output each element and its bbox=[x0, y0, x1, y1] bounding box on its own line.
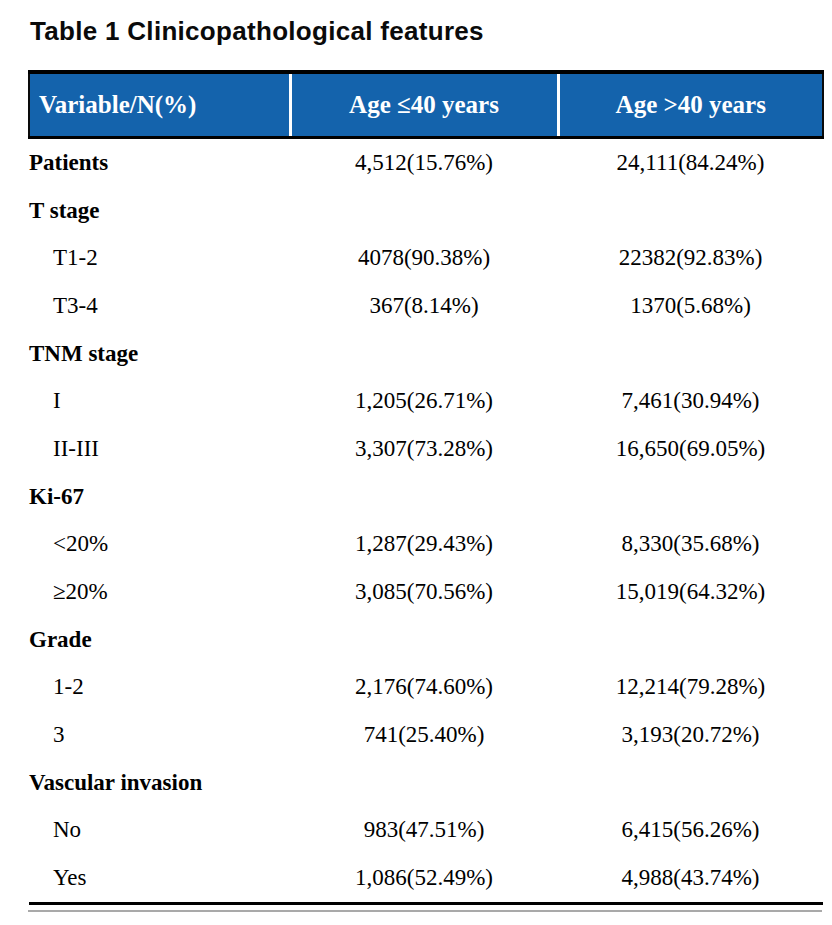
table-row: 1-22,176(74.60%)12,214(79.28%) bbox=[29, 664, 823, 712]
value-age-le40: 983(47.51%) bbox=[290, 807, 558, 855]
table-row: Vascular invasion bbox=[29, 759, 823, 807]
value-age-le40 bbox=[290, 330, 558, 378]
row-label: Patients bbox=[29, 138, 290, 187]
value-age-le40: 367(8.14%) bbox=[290, 282, 558, 330]
value-age-gt40 bbox=[558, 473, 823, 521]
value-age-gt40 bbox=[558, 330, 823, 378]
value-age-le40: 2,176(74.60%) bbox=[290, 664, 558, 712]
value-age-gt40: 3,193(20.72%) bbox=[558, 711, 823, 759]
value-age-gt40: 7,461(30.94%) bbox=[558, 377, 823, 425]
table-row: T3-4367(8.14%)1370(5.68%) bbox=[29, 282, 823, 330]
table-row: I1,205(26.71%)7,461(30.94%) bbox=[29, 377, 823, 425]
table-row: <20%1,287(29.43%)8,330(35.68%) bbox=[29, 521, 823, 569]
value-age-gt40: 8,330(35.68%) bbox=[558, 521, 823, 569]
table-row: TNM stage bbox=[29, 330, 823, 378]
value-age-gt40 bbox=[558, 616, 823, 664]
table-row: T stage bbox=[29, 187, 823, 235]
table-row: 3741(25.40%)3,193(20.72%) bbox=[29, 711, 823, 759]
table-container: Variable/N(%) Age ≤40 years Age >40 year… bbox=[28, 70, 822, 912]
row-label: Vascular invasion bbox=[29, 759, 290, 807]
table-row: Grade bbox=[29, 616, 823, 664]
row-label: 3 bbox=[29, 711, 290, 759]
value-age-gt40 bbox=[558, 187, 823, 235]
row-label: I bbox=[29, 377, 290, 425]
table-body: Patients4,512(15.76%)24,111(84.24%)T sta… bbox=[29, 138, 823, 904]
table-header: Variable/N(%) Age ≤40 years Age >40 year… bbox=[29, 72, 823, 138]
table-row: ≥20%3,085(70.56%)15,019(64.32%) bbox=[29, 568, 823, 616]
value-age-gt40: 4,988(43.74%) bbox=[558, 854, 823, 903]
row-label: 1-2 bbox=[29, 664, 290, 712]
row-label: Grade bbox=[29, 616, 290, 664]
table-row: II-III3,307(73.28%)16,650(69.05%) bbox=[29, 425, 823, 473]
bottom-shadow-rule bbox=[28, 910, 822, 912]
table-row: Ki-67 bbox=[29, 473, 823, 521]
table-title: Table 1 Clinicopathological features bbox=[30, 14, 832, 48]
value-age-le40: 1,287(29.43%) bbox=[290, 521, 558, 569]
value-age-le40: 3,085(70.56%) bbox=[290, 568, 558, 616]
header-row: Variable/N(%) Age ≤40 years Age >40 year… bbox=[29, 72, 823, 138]
value-age-gt40: 1370(5.68%) bbox=[558, 282, 823, 330]
row-label: <20% bbox=[29, 521, 290, 569]
value-age-gt40: 12,214(79.28%) bbox=[558, 664, 823, 712]
clinicopathological-table: Variable/N(%) Age ≤40 years Age >40 year… bbox=[28, 70, 824, 905]
row-label: T3-4 bbox=[29, 282, 290, 330]
value-age-le40: 3,307(73.28%) bbox=[290, 425, 558, 473]
value-age-gt40: 24,111(84.24%) bbox=[558, 138, 823, 187]
row-label: T stage bbox=[29, 187, 290, 235]
value-age-le40: 4078(90.38%) bbox=[290, 234, 558, 282]
value-age-le40 bbox=[290, 616, 558, 664]
row-label: Yes bbox=[29, 854, 290, 903]
header-cell-variable: Variable/N(%) bbox=[29, 72, 290, 138]
document-page: Table 1 Clinicopathological features Var… bbox=[0, 14, 832, 925]
value-age-le40 bbox=[290, 473, 558, 521]
value-age-gt40: 6,415(56.26%) bbox=[558, 807, 823, 855]
header-cell-age-gt40: Age >40 years bbox=[558, 72, 823, 138]
row-label: Ki-67 bbox=[29, 473, 290, 521]
row-label: No bbox=[29, 807, 290, 855]
header-cell-age-le40: Age ≤40 years bbox=[290, 72, 558, 138]
value-age-gt40: 15,019(64.32%) bbox=[558, 568, 823, 616]
row-label: TNM stage bbox=[29, 330, 290, 378]
table-row: No983(47.51%)6,415(56.26%) bbox=[29, 807, 823, 855]
table-row: Patients4,512(15.76%)24,111(84.24%) bbox=[29, 138, 823, 187]
value-age-le40: 1,205(26.71%) bbox=[290, 377, 558, 425]
value-age-le40: 4,512(15.76%) bbox=[290, 138, 558, 187]
table-row: T1-24078(90.38%)22382(92.83%) bbox=[29, 234, 823, 282]
value-age-gt40: 22382(92.83%) bbox=[558, 234, 823, 282]
row-label: T1-2 bbox=[29, 234, 290, 282]
row-label: ≥20% bbox=[29, 568, 290, 616]
value-age-le40 bbox=[290, 759, 558, 807]
value-age-le40 bbox=[290, 187, 558, 235]
table-row: Yes1,086(52.49%)4,988(43.74%) bbox=[29, 854, 823, 903]
value-age-gt40: 16,650(69.05%) bbox=[558, 425, 823, 473]
value-age-le40: 1,086(52.49%) bbox=[290, 854, 558, 903]
value-age-le40: 741(25.40%) bbox=[290, 711, 558, 759]
row-label: II-III bbox=[29, 425, 290, 473]
value-age-gt40 bbox=[558, 759, 823, 807]
